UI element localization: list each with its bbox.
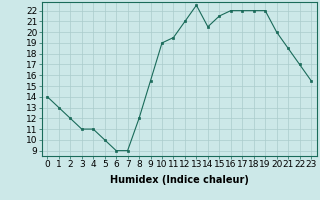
X-axis label: Humidex (Indice chaleur): Humidex (Indice chaleur) [110, 175, 249, 185]
